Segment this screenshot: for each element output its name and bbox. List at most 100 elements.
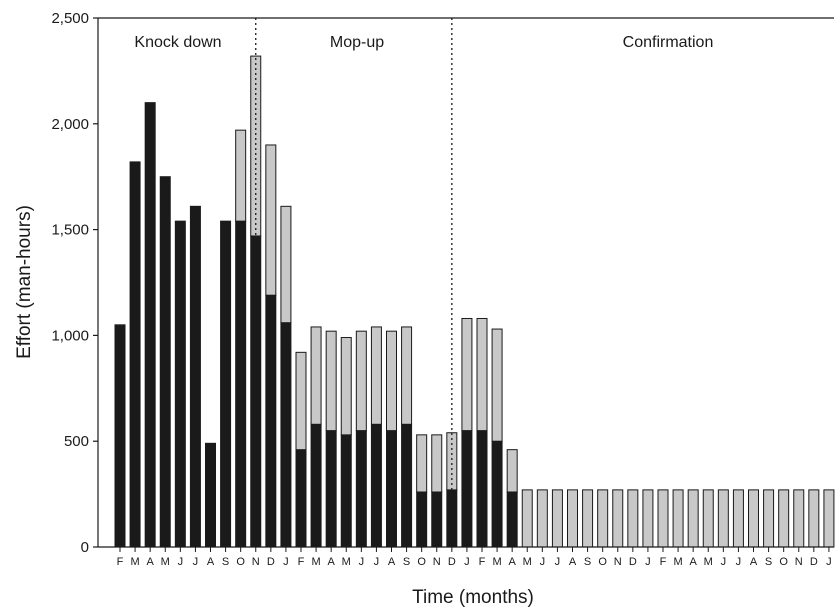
phase-labels: Knock down Mop-up Confirmation xyxy=(134,34,713,51)
x-tick-label: S xyxy=(403,556,410,568)
x-tick-label: M xyxy=(161,556,170,568)
bar-segment xyxy=(808,489,820,548)
x-tick-label: M xyxy=(523,556,532,568)
bar-segment xyxy=(325,330,337,432)
bar-segment xyxy=(340,434,352,548)
bar-segment xyxy=(431,491,443,548)
bar-segment xyxy=(325,430,337,548)
x-tick-label: J xyxy=(374,556,380,568)
phase-dividers xyxy=(255,18,453,547)
x-tick-label: J xyxy=(359,556,365,568)
bar-segment xyxy=(597,489,609,548)
bar-segment xyxy=(506,449,518,493)
y-axis-title: Effort (man-hours) xyxy=(14,205,35,359)
x-tick-label: A xyxy=(569,556,577,568)
x-tick-label: D xyxy=(629,556,637,568)
bar-segment xyxy=(386,330,397,432)
bar-segment xyxy=(295,449,307,548)
bar-segment xyxy=(355,430,367,548)
bar-segment xyxy=(446,432,458,491)
bar-segment xyxy=(280,322,292,548)
x-tick-label: N xyxy=(614,556,622,568)
x-tick-label: M xyxy=(342,556,351,568)
bar-segment xyxy=(461,430,473,548)
bar-segment xyxy=(355,330,367,432)
x-tick-label: F xyxy=(298,556,305,568)
bar-segment xyxy=(144,102,156,548)
x-tick-label: F xyxy=(660,556,667,568)
x-axis-title: Time (months) xyxy=(412,587,534,608)
x-tick-label: A xyxy=(327,556,335,568)
x-tick-label: S xyxy=(584,556,591,568)
bar-segment xyxy=(159,176,171,548)
x-tick-label: M xyxy=(130,556,139,568)
bar-segment xyxy=(476,430,488,548)
x-tick-label: O xyxy=(417,556,426,568)
bar-segment xyxy=(386,430,397,548)
x-tick-label: J xyxy=(645,556,651,568)
bar-segment xyxy=(461,317,473,432)
x-tick-label: A xyxy=(388,556,396,568)
bar-segment xyxy=(370,423,382,548)
y-tick-label: 2,000 xyxy=(51,116,89,133)
bar-segment xyxy=(370,326,382,425)
bar-segment xyxy=(491,440,503,548)
x-tick-label: N xyxy=(795,556,803,568)
x-tick-label: D xyxy=(448,556,456,568)
y-tick-label: 0 xyxy=(81,539,89,556)
axes-layer xyxy=(93,17,834,552)
x-tick-label: N xyxy=(433,556,441,568)
bar-segment xyxy=(431,434,443,493)
bar-segment xyxy=(205,442,216,548)
bar-segment xyxy=(250,235,262,548)
x-tick-label: M xyxy=(492,556,501,568)
bar-segment xyxy=(536,489,548,548)
bar-segment xyxy=(250,55,262,237)
bar-segment xyxy=(763,489,775,548)
bar-segment xyxy=(401,326,413,425)
bar-segment xyxy=(310,423,322,548)
y-tick-label: 500 xyxy=(64,433,89,450)
x-tick-label: D xyxy=(810,556,818,568)
bar-segment xyxy=(310,326,322,425)
bar-segment xyxy=(582,489,594,548)
x-tick-label: J xyxy=(826,556,832,568)
x-tick-label: O xyxy=(779,556,788,568)
y-tick-label: 1,500 xyxy=(51,222,89,239)
x-tick-label: S xyxy=(765,556,772,568)
phase-label: Knock down xyxy=(134,34,221,51)
x-tick-label: M xyxy=(311,556,320,568)
bar-segment xyxy=(476,317,488,432)
x-tick-label: J xyxy=(736,556,742,568)
bar-segment xyxy=(265,294,277,548)
bar-segment xyxy=(235,220,247,548)
x-tick-label: M xyxy=(673,556,682,568)
bar-segment xyxy=(717,489,729,548)
bar-segment xyxy=(687,489,699,548)
bar-segment xyxy=(657,489,669,548)
bar-segment xyxy=(702,489,714,548)
x-tick-label: M xyxy=(704,556,713,568)
x-tick-label: J xyxy=(193,556,199,568)
bar-segment xyxy=(174,220,186,548)
bar-segment xyxy=(506,491,518,548)
bar-segment xyxy=(114,324,126,548)
x-tick-label: D xyxy=(267,556,275,568)
bar-segment xyxy=(401,423,413,548)
x-tick-label: A xyxy=(689,556,697,568)
bar-segment xyxy=(672,489,684,548)
bar-segment xyxy=(551,489,563,548)
x-tick-label: J xyxy=(540,556,546,568)
bar-segment xyxy=(778,489,790,548)
bar-segment xyxy=(129,161,141,548)
bar-segment xyxy=(748,489,759,548)
x-tick-label: O xyxy=(598,556,607,568)
x-tick-label: A xyxy=(207,556,215,568)
y-tick-labels: 0 500 1,000 1,500 2,000 2,500 xyxy=(51,10,89,556)
bar-segment xyxy=(627,489,639,548)
bar-segment xyxy=(340,337,352,436)
bar-segment xyxy=(823,489,835,548)
